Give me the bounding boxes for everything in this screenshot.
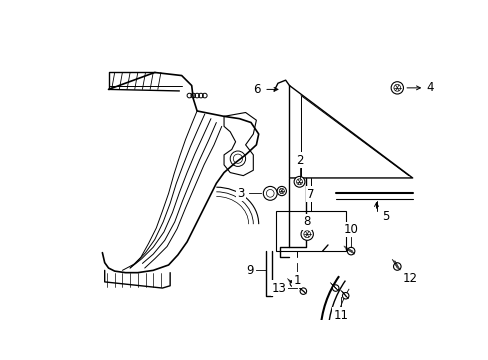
Text: 1: 1 bbox=[293, 274, 300, 287]
Text: 11: 11 bbox=[333, 309, 348, 321]
Text: 8: 8 bbox=[303, 215, 310, 228]
Text: 4: 4 bbox=[426, 81, 433, 94]
Text: 3: 3 bbox=[237, 187, 244, 200]
Text: 9: 9 bbox=[246, 264, 253, 277]
Text: 5: 5 bbox=[381, 210, 388, 223]
Text: 10: 10 bbox=[343, 223, 358, 236]
Circle shape bbox=[289, 280, 296, 287]
Text: 13: 13 bbox=[271, 282, 286, 294]
Text: 12: 12 bbox=[402, 271, 417, 284]
Circle shape bbox=[332, 285, 338, 291]
Bar bbox=[276, 211, 345, 251]
Circle shape bbox=[346, 247, 354, 255]
Circle shape bbox=[342, 293, 348, 299]
Text: 6: 6 bbox=[252, 83, 260, 96]
Circle shape bbox=[390, 82, 403, 94]
Circle shape bbox=[300, 288, 306, 294]
Circle shape bbox=[277, 186, 286, 196]
Circle shape bbox=[301, 228, 313, 240]
Circle shape bbox=[393, 263, 400, 270]
Circle shape bbox=[293, 176, 305, 187]
Text: 7: 7 bbox=[306, 188, 314, 201]
Text: 2: 2 bbox=[295, 154, 303, 167]
